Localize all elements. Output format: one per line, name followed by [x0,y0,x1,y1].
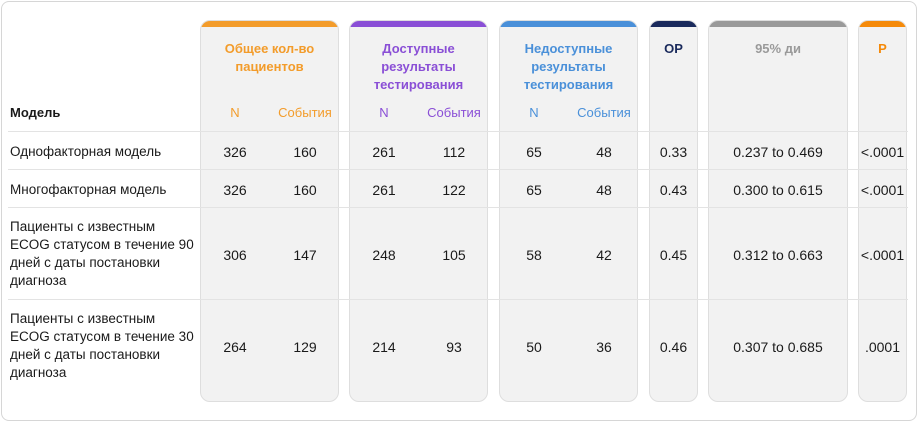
row-divider [8,169,908,170]
cell-or: 0.43 [659,182,688,198]
cell-total-events: 147 [293,247,317,263]
header-model: Модель [10,105,61,120]
cell-p: .0001 [864,339,901,355]
header-p: P [878,41,887,56]
header-or: OP [664,41,683,56]
cell-available-events: 93 [446,339,462,355]
subheader-unavailable-events: События [577,105,631,120]
row-model-label: Многофакторная модель [10,182,167,197]
cell-unavailable-events: 48 [596,182,612,198]
header-unavailable: Недоступные результаты тестирования [523,41,614,92]
row-divider [8,299,908,300]
available-column-panel [349,20,488,402]
cell-total-events: 160 [293,182,317,198]
subheader-total-events: События [278,105,332,120]
row-model-label: Пациенты с известным ECOG статусом в теч… [10,311,194,380]
header-available: Доступные результаты тестирования [373,41,464,92]
cell-or: 0.45 [659,247,688,263]
subheader-available-n: N [379,105,389,120]
total-column-panel [200,20,339,402]
header-ci: 95% ди [755,41,801,56]
cell-unavailable-n: 65 [526,182,542,198]
ci-column-panel [708,20,848,402]
row-divider [8,207,908,208]
cell-p: <.0001 [860,247,905,263]
cell-unavailable-events: 36 [596,339,612,355]
or-column-panel [649,20,698,402]
cell-available-n: 261 [372,144,396,160]
cell-total-n: 326 [223,182,247,198]
row-model-label: Пациенты с известным ECOG статусом в теч… [10,219,194,288]
cell-unavailable-n: 58 [526,247,542,263]
cell-unavailable-events: 48 [596,144,612,160]
row-divider [8,131,908,132]
cell-ci: 0.307 to 0.685 [733,339,823,355]
cell-available-n: 248 [372,247,396,263]
cell-total-n: 326 [223,144,247,160]
cell-total-events: 129 [293,339,317,355]
cell-or: 0.46 [659,339,688,355]
cell-p: <.0001 [860,144,905,160]
cell-ci: 0.300 to 0.615 [733,182,823,198]
subheader-available-events: События [427,105,481,120]
p-column-panel [858,20,907,402]
cell-ci: 0.237 to 0.469 [733,144,823,160]
cell-unavailable-events: 42 [596,247,612,263]
header-total: Общее кол-во пациентов [224,41,315,74]
cell-or: 0.33 [659,144,688,160]
subheader-unavailable-n: N [529,105,539,120]
cell-total-n: 306 [223,247,247,263]
cell-total-events: 160 [293,144,317,160]
cell-total-n: 264 [223,339,247,355]
cell-unavailable-n: 50 [526,339,542,355]
cell-available-events: 122 [442,182,466,198]
cell-ci: 0.312 to 0.663 [733,247,823,263]
cell-p: <.0001 [860,182,905,198]
unavailable-column-panel [499,20,638,402]
cell-unavailable-n: 65 [526,144,542,160]
cell-available-events: 105 [442,247,466,263]
subheader-total-n: N [230,105,240,120]
cell-available-events: 112 [442,144,466,160]
cell-available-n: 261 [372,182,396,198]
row-model-label: Однофакторная модель [10,144,162,159]
cell-available-n: 214 [372,339,396,355]
